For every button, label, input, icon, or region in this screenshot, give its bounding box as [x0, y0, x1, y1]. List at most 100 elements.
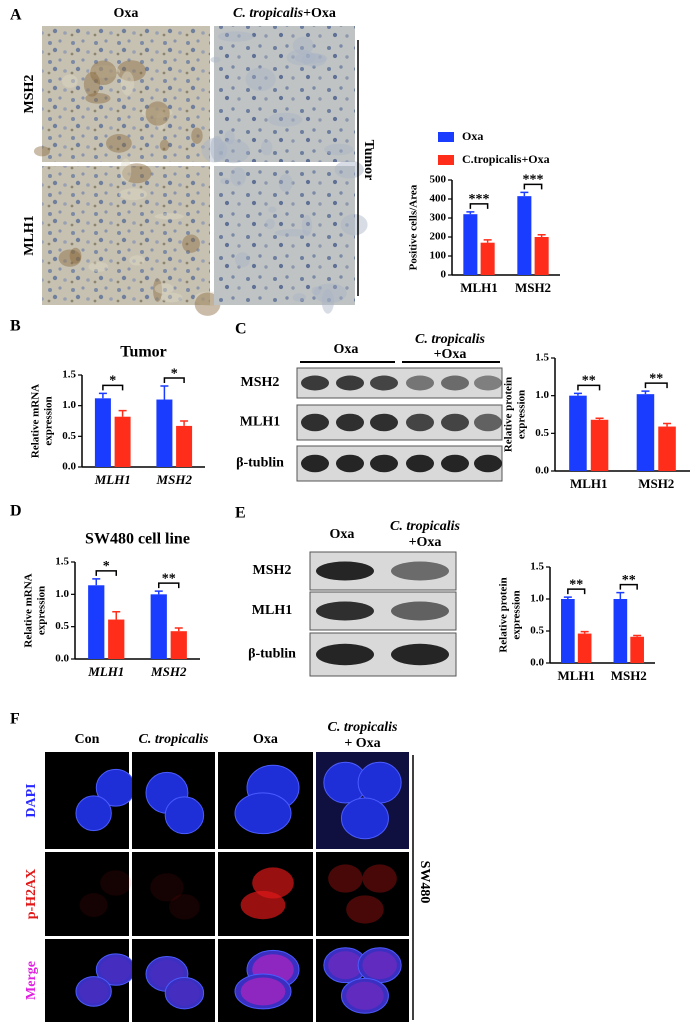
- y-tick-label: 1.5: [535, 352, 549, 364]
- error-bar: [633, 634, 642, 637]
- blot-band: [301, 413, 329, 432]
- ihc-texture: [118, 188, 148, 201]
- foci: [79, 893, 108, 918]
- blot-band: [474, 375, 502, 391]
- blot-band: [316, 601, 374, 621]
- y-tick-label: 300: [430, 212, 447, 224]
- column-header: Oxa: [253, 732, 278, 747]
- error-bar: [160, 385, 169, 400]
- bar: [613, 599, 628, 663]
- ihc-texture: [201, 137, 228, 163]
- significance-bracket: [619, 583, 638, 590]
- ihc-texture: [313, 283, 347, 304]
- ihc-image: [214, 166, 355, 305]
- y-tick-label: 0.0: [62, 461, 76, 473]
- ihc-texture: [301, 214, 313, 237]
- foci: [328, 864, 363, 893]
- column-header: C. tropicalis+Oxa: [233, 6, 336, 21]
- column-header: C. tropicalis: [138, 732, 209, 747]
- bar: [636, 394, 655, 471]
- ihc-texture: [311, 286, 321, 296]
- ihc-texture: [145, 101, 170, 126]
- blot-band: [474, 413, 502, 432]
- ihc-texture: [83, 71, 101, 97]
- ihc-texture: [153, 278, 163, 302]
- ihc-texture: [159, 139, 170, 152]
- ihc-texture: [160, 292, 183, 303]
- ihc-texture: [122, 163, 152, 184]
- significance-label: ***: [469, 192, 490, 207]
- y-tick-label: 1.0: [62, 399, 76, 411]
- y-tick-label: 200: [430, 231, 447, 243]
- ihc-texture: [286, 49, 316, 66]
- significance-bracket: [102, 384, 124, 391]
- row-label: MSH2: [253, 563, 292, 578]
- row-label: MSH2: [22, 75, 37, 114]
- foci: [79, 979, 108, 1004]
- y-tick-label: 1.5: [530, 561, 544, 573]
- ihc-texture: [217, 139, 250, 164]
- foci: [169, 894, 200, 920]
- ihc-texture: [321, 289, 335, 314]
- blot-band: [441, 413, 469, 432]
- if-image: [45, 852, 129, 936]
- significance-bracket: [95, 570, 117, 576]
- ihc-texture: [210, 135, 224, 162]
- panel-letter: C: [235, 321, 247, 338]
- nucleus: [164, 796, 205, 835]
- ihc-image: [214, 26, 355, 162]
- ihc-image: [42, 26, 210, 162]
- group-label: Oxa: [334, 342, 359, 357]
- error-bar: [537, 233, 546, 237]
- y-axis-label: Relative mRNA: [30, 384, 42, 458]
- foci: [346, 981, 384, 1010]
- blot-band: [336, 375, 364, 391]
- row-label: MLH1: [22, 215, 37, 255]
- y-tick-label: 1.5: [55, 556, 69, 568]
- bar: [517, 196, 532, 275]
- y-tick-label: 1.0: [535, 389, 549, 401]
- significance-label: **: [622, 573, 636, 588]
- x-tick-label: MLH1: [570, 476, 608, 491]
- row-label: β-tublin: [248, 647, 296, 662]
- blot-band: [370, 375, 398, 391]
- header-part: Oxa: [114, 6, 139, 21]
- ihc-texture: [265, 218, 275, 230]
- error-bar: [641, 390, 650, 395]
- nucleus: [340, 797, 389, 840]
- ihc-texture: [33, 146, 51, 157]
- significance-label: **: [162, 571, 176, 586]
- error-bar: [466, 211, 475, 215]
- legend-label: Oxa: [462, 129, 483, 143]
- ihc-texture: [194, 292, 221, 316]
- group-label: C. tropicalis: [390, 519, 461, 534]
- chart-title: Tumor: [120, 344, 167, 361]
- error-bar: [118, 409, 127, 417]
- error-bar: [663, 422, 672, 427]
- blot-band: [391, 561, 449, 581]
- blot-band: [301, 375, 329, 391]
- ihc-texture: [69, 247, 82, 264]
- panel-letter: E: [235, 505, 246, 522]
- row-label: MLH1: [240, 415, 280, 430]
- ihc-texture: [278, 173, 293, 193]
- ihc-texture: [154, 283, 174, 294]
- bar: [630, 636, 644, 663]
- foci: [346, 895, 384, 924]
- nucleus: [75, 795, 112, 832]
- decoration: [33, 26, 503, 1022]
- ihc-texture: [268, 112, 303, 127]
- panel-letter: B: [10, 318, 21, 335]
- row-label: p-H2AX: [24, 869, 39, 920]
- ihc-texture: [324, 143, 354, 156]
- blot-band: [406, 454, 434, 473]
- significance-label: *: [109, 374, 116, 389]
- ihc-texture: [245, 67, 276, 92]
- panel-letter: A: [10, 7, 22, 24]
- group-label: +Oxa: [409, 535, 442, 550]
- bar: [176, 425, 193, 467]
- x-tick-label: MLH1: [460, 280, 498, 295]
- y-tick-label: 0.0: [530, 657, 544, 669]
- group-label: SW480: [417, 861, 432, 904]
- blot-band: [301, 454, 329, 473]
